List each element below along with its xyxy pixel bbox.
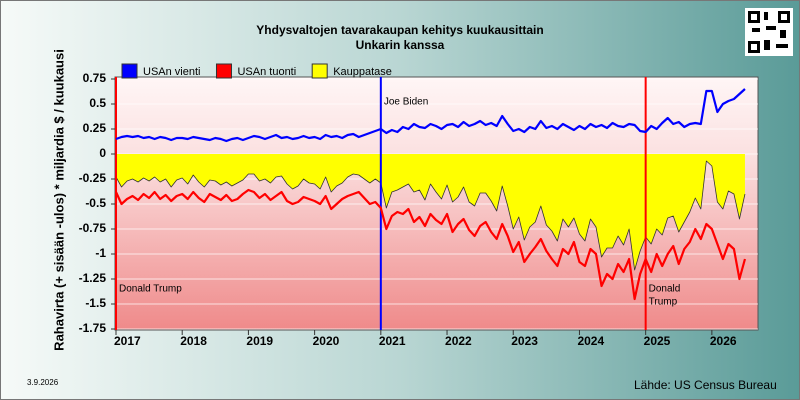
source: Lähde: US Census Bureau — [634, 378, 777, 392]
event-label: Trump — [649, 297, 678, 308]
x-tick-label: 2020 — [313, 334, 340, 348]
event-label: Donald Trump — [119, 284, 182, 295]
y-tick-label: -1 — [95, 246, 106, 260]
y-tick-label: -0.75 — [79, 221, 107, 235]
balance-area — [116, 154, 745, 270]
event-label: Joe Biden — [384, 97, 428, 108]
y-tick-label: -1.25 — [79, 271, 107, 285]
legend-label: USAn vienti — [143, 66, 200, 78]
qr-code — [745, 8, 793, 56]
date: 3.9.2026 — [27, 378, 59, 387]
x-tick-label: 2026 — [710, 334, 737, 348]
legend-swatch — [311, 63, 328, 79]
y-tick-label: -0.25 — [79, 171, 107, 185]
balance-line — [115, 160, 746, 271]
series-line — [115, 188, 747, 301]
y-tick-label: 0.75 — [83, 71, 107, 85]
x-tick-label: 2017 — [114, 334, 141, 348]
x-tick-label: 2018 — [180, 334, 207, 348]
legend-label: USAn tuonti — [237, 66, 296, 78]
x-tick-label: 2019 — [246, 334, 273, 348]
x-tick-label: 2022 — [445, 334, 472, 348]
y-axis-title: Rahavirta (+ sisään -ulos) * miljardia $… — [51, 49, 66, 351]
y-tick-label: 0 — [99, 146, 106, 160]
y-tick-label: -0.5 — [85, 196, 106, 210]
series-line — [115, 88, 746, 143]
x-tick-label: 2024 — [577, 334, 604, 348]
chart-title: Yhdysvaltojen tavarakaupan kehitys kuuka… — [256, 23, 543, 37]
x-tick-label: 2023 — [511, 334, 538, 348]
x-tick-label: 2021 — [379, 334, 406, 348]
y-tick-label: 0.5 — [89, 96, 106, 110]
y-tick-label: -1.5 — [85, 296, 106, 310]
event-label: Donald — [649, 284, 681, 295]
y-tick-label: -1.75 — [79, 321, 107, 335]
legend-label: Kauppatase — [333, 66, 392, 78]
y-tick-label: 0.25 — [83, 121, 107, 135]
chart-subtitle: Unkarin kanssa — [356, 38, 445, 52]
legend-swatch — [121, 63, 138, 79]
legend-swatch — [215, 63, 232, 79]
x-tick-label: 2025 — [644, 334, 671, 348]
